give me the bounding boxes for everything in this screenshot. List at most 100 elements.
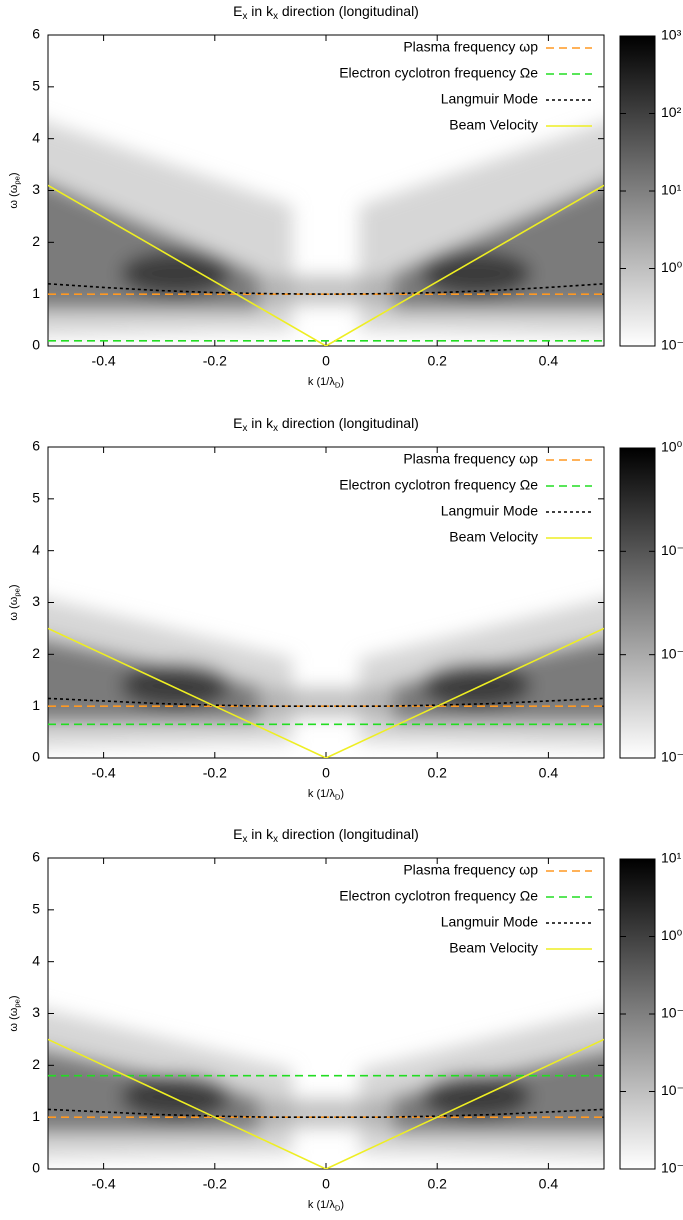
legend-label: Beam Velocity	[449, 529, 538, 545]
legend-label: Plasma frequency ωp	[403, 862, 538, 878]
legend-label: Plasma frequency ωp	[403, 451, 538, 467]
series-line	[48, 627, 604, 758]
legend-label: Electron cyclotron frequency Ωe	[339, 477, 538, 493]
y-tick-label: 6	[32, 849, 40, 865]
panel: 0 1 2 3 4 5 6 -0.4 -0.2 0 0.2 0.4 Ex in kx direction…	[8, 826, 683, 1213]
y-tick-label: 2	[32, 1056, 40, 1072]
center-band	[259, 688, 393, 717]
colorbar	[619, 447, 656, 759]
y-axis-label-part: )	[8, 172, 20, 176]
y-axis-label-part: ω (ω	[8, 1007, 20, 1031]
legend-label: Beam Velocity	[449, 117, 538, 133]
center-band	[259, 276, 393, 305]
chart-title-part: x	[242, 834, 247, 845]
colorbar-tick-label: 10⁻²	[661, 645, 683, 661]
series-line	[48, 283, 604, 295]
chart-title-part: x	[273, 11, 278, 22]
center-band	[259, 1099, 393, 1128]
x-axis-label-part: k (1/λ	[308, 376, 335, 388]
x-tick-label: 0.2	[427, 765, 447, 781]
x-tick-label: -0.4	[92, 1176, 116, 1192]
core	[120, 251, 231, 296]
legend-label: Langmuir Mode	[441, 503, 538, 519]
y-tick-label: 5	[32, 78, 40, 94]
chart-title-part: E	[233, 3, 242, 19]
x-tick-label: -0.2	[203, 765, 227, 781]
heatmap-blobs	[48, 598, 604, 748]
y-axis-label-part: pe	[12, 176, 21, 185]
colorbar-tick-label: 10²	[661, 104, 682, 120]
x-axis-label-part: D	[335, 380, 341, 389]
series-line	[48, 1038, 604, 1169]
y-axis-label-part: pe	[12, 588, 21, 597]
colorbar-tick-label: 10¹	[661, 182, 682, 198]
x-tick-label: -0.4	[92, 765, 116, 781]
legend-label: Electron cyclotron frequency Ωe	[339, 888, 538, 904]
colorbar-tick-label: 10⁰	[661, 927, 683, 943]
y-tick-label: 3	[32, 1004, 40, 1020]
chart-title-part: x	[273, 834, 278, 845]
x-tick-label: 0.4	[539, 1176, 559, 1192]
x-axis-label: k (1/λD)	[308, 376, 344, 389]
y-axis-label: ω (ωpe)	[8, 584, 21, 620]
y-tick-label: 4	[32, 129, 40, 145]
y-tick-label: 4	[32, 541, 40, 557]
y-tick-label: 4	[32, 952, 40, 968]
y-axis-label-part: )	[8, 584, 20, 588]
y-axis-label-part: ω (ω	[8, 596, 20, 620]
chart-title-part: x	[242, 11, 247, 22]
x-axis-label-part: k (1/λ	[308, 1199, 335, 1211]
y-tick-label: 6	[32, 26, 40, 42]
colorbar-tick-label: 10⁻¹	[661, 337, 683, 353]
x-axis-label: k (1/λD)	[308, 1199, 344, 1212]
chart-title-part: direction (longitudinal)	[278, 826, 419, 842]
y-axis-label: ω (ωpe)	[8, 995, 21, 1031]
x-tick-label: 0	[322, 1176, 330, 1192]
chart-title-part: direction (longitudinal)	[278, 3, 419, 19]
x-axis-label-part: )	[340, 1199, 344, 1211]
legend-label: Beam Velocity	[449, 940, 538, 956]
x-tick-label: 0.2	[427, 1176, 447, 1192]
panel: 0 1 2 3 4 5 6 -0.4 -0.2 0 0.2 0.4 Ex in kx direction…	[8, 415, 683, 802]
y-tick-label: 2	[32, 645, 40, 661]
legend-label: Langmuir Mode	[441, 91, 538, 107]
x-axis-label-part: k (1/λ	[308, 788, 335, 800]
heatmap	[48, 1009, 604, 1159]
chart-title-part: in k	[247, 415, 274, 431]
y-axis-label: ω (ωpe)	[8, 172, 21, 208]
chart-title: Ex in kx direction (longitudinal)	[233, 3, 419, 22]
x-axis-label: k (1/λD)	[308, 788, 344, 801]
x-tick-label: -0.4	[92, 353, 116, 369]
y-tick-label: 0	[32, 1160, 40, 1176]
y-tick-label: 2	[32, 233, 40, 249]
chart-title-part: in k	[247, 826, 274, 842]
colorbar-tick-label: 10⁻³	[661, 1160, 683, 1176]
y-tick-label: 5	[32, 490, 40, 506]
x-axis-label-part: D	[335, 1203, 341, 1212]
y-tick-label: 1	[32, 697, 40, 713]
x-tick-label: 0.2	[427, 353, 447, 369]
chart-title-part: x	[242, 423, 247, 434]
x-tick-label: -0.2	[203, 353, 227, 369]
chart-title-part: x	[273, 423, 278, 434]
series-line	[48, 697, 604, 707]
x-axis-label-part: )	[340, 788, 344, 800]
colorbar-tick-label: 10⁻²	[661, 1082, 683, 1098]
y-tick-label: 1	[32, 285, 40, 301]
heatmap	[48, 598, 604, 748]
x-tick-label: 0.4	[539, 353, 559, 369]
chart-title-part: direction (longitudinal)	[278, 415, 419, 431]
legend-label: Plasma frequency ωp	[403, 39, 538, 55]
chart-title-part: E	[233, 826, 242, 842]
core	[421, 251, 532, 296]
y-axis-label-part: )	[8, 995, 20, 999]
colorbar-tick-label: 10¹	[661, 850, 682, 866]
y-tick-label: 1	[32, 1108, 40, 1124]
colorbar-tick-label: 10⁰	[661, 439, 683, 455]
panel: 0 1 2 3 4 5 6 -0.4 -0.2 0 0.2 0.4 Ex in kx direction…	[8, 3, 683, 390]
colorbar-tick-label: 10⁻¹	[661, 542, 683, 558]
chart-title: Ex in kx direction (longitudinal)	[233, 415, 419, 434]
legend-label: Langmuir Mode	[441, 914, 538, 930]
colorbar-tick-label: 10⁰	[661, 259, 683, 275]
